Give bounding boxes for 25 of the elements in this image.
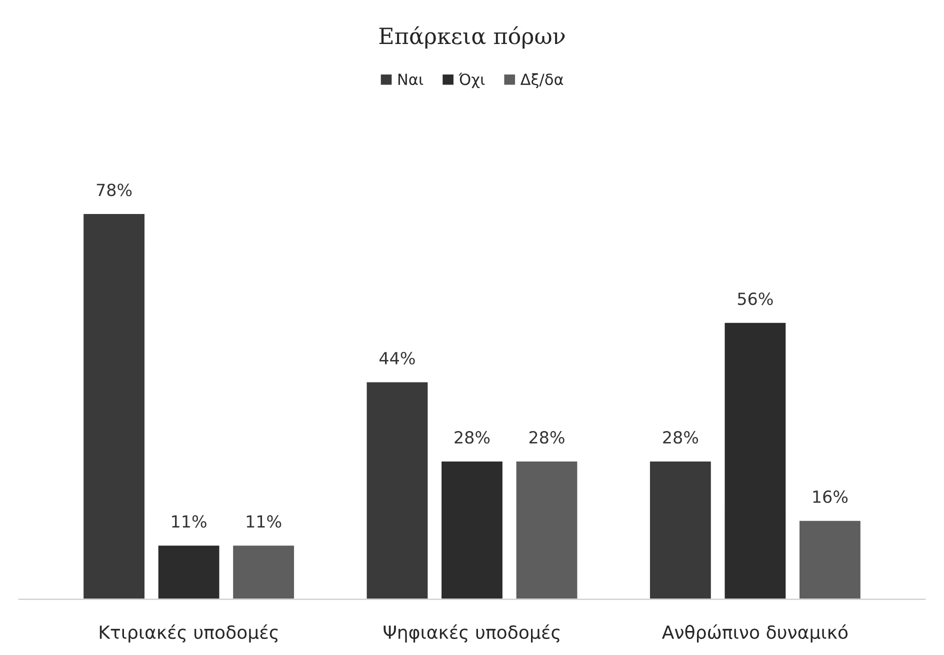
data-label: 28% <box>529 431 564 444</box>
bar <box>514 460 579 600</box>
x-tick-label: Κτιριακές υποδομές <box>100 624 278 643</box>
data-label: 56% <box>738 292 773 306</box>
legend-label: Δξ/δα <box>520 73 564 88</box>
bar <box>798 519 862 600</box>
data-label: 11% <box>246 515 282 528</box>
bar <box>723 322 788 600</box>
legend-label: Όχι <box>458 72 485 88</box>
data-label: 28% <box>663 431 698 444</box>
data-label: 44% <box>380 352 415 364</box>
bar <box>82 212 146 600</box>
x-tick-label: Ανθρώπινο δυναμικό <box>662 624 848 643</box>
data-label: 78% <box>96 184 132 196</box>
bar <box>648 460 712 600</box>
bar <box>365 380 430 600</box>
bar <box>156 544 221 600</box>
bar <box>440 460 504 600</box>
legend-label: Ναι <box>398 74 424 86</box>
data-label: 28% <box>454 431 490 444</box>
bar <box>232 544 296 600</box>
data-label: 11% <box>172 515 206 528</box>
x-tick-label: Ψηφιακές υποδομές <box>384 624 560 643</box>
data-label: 16% <box>813 490 848 504</box>
chart-title: Επάρκεια πόρων <box>379 26 565 49</box>
